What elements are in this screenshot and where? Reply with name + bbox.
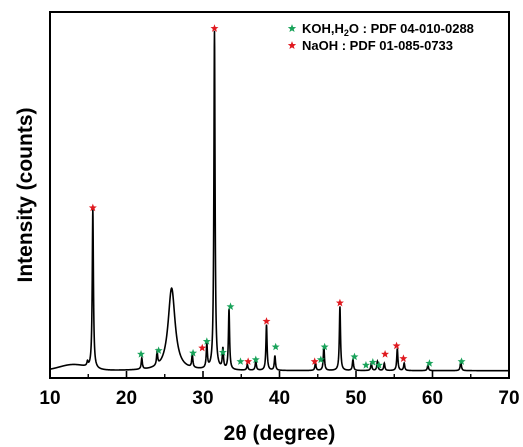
naoh-peak-marker [198, 343, 207, 352]
x-tick-label: 30 [192, 388, 213, 409]
naoh-peak-marker [399, 354, 408, 362]
koh-peak-marker [251, 355, 260, 364]
koh-peak-marker [457, 357, 466, 365]
naoh-peak-marker [262, 317, 271, 325]
naoh-peak-marker [210, 24, 219, 32]
koh-peak-marker [368, 358, 377, 366]
koh-peak-marker [189, 348, 198, 357]
naoh-peak-marker [392, 341, 401, 350]
koh-peak-marker [316, 355, 325, 364]
koh-peak-marker [236, 357, 245, 365]
peak-markers [88, 24, 466, 369]
x-tick-label: 40 [269, 388, 290, 409]
x-axis-title: 2θ (degree) [224, 422, 336, 445]
legend-label: KOH,H2O : PDF 04-010-0288 [302, 21, 474, 38]
x-tick-label: 20 [116, 388, 137, 409]
xrd-pattern-line [49, 30, 509, 372]
koh-peak-marker [154, 346, 163, 354]
legend-label: NaOH : PDF 01-085-0733 [302, 38, 453, 53]
koh-peak-marker [226, 302, 235, 311]
plot-frame [49, 11, 510, 379]
naoh-peak-marker [381, 350, 390, 358]
legend-entry: KOH,H2O : PDF 04-010-0288 [287, 21, 474, 38]
koh-peak-marker [320, 342, 329, 351]
naoh-peak-marker [88, 203, 97, 212]
naoh-peak-marker [335, 298, 344, 307]
naoh-peak-marker [244, 357, 253, 365]
x-tick-label: 10 [39, 388, 60, 409]
legend-star-marker [287, 41, 297, 50]
x-tick-label: 60 [422, 388, 443, 409]
koh-peak-marker [374, 360, 383, 369]
naoh-peak-marker [310, 357, 319, 365]
legend-entry: NaOH : PDF 01-085-0733 [287, 38, 453, 53]
x-tick-label: 70 [498, 388, 519, 409]
koh-peak-marker [218, 348, 227, 356]
koh-peak-marker [271, 342, 280, 351]
legend-star-marker [287, 24, 297, 33]
koh-peak-marker [361, 360, 370, 369]
koh-peak-marker [137, 350, 146, 358]
koh-peak-marker [202, 337, 211, 345]
plot-content [49, 30, 509, 372]
y-axis-title: Intensity (counts) [14, 107, 37, 282]
koh-peak-marker [425, 359, 434, 367]
koh-peak-marker [350, 352, 359, 361]
x-tick-label: 50 [345, 388, 366, 409]
x-axis-ticks: 10 20 30 40 50 60 70 [39, 371, 520, 409]
